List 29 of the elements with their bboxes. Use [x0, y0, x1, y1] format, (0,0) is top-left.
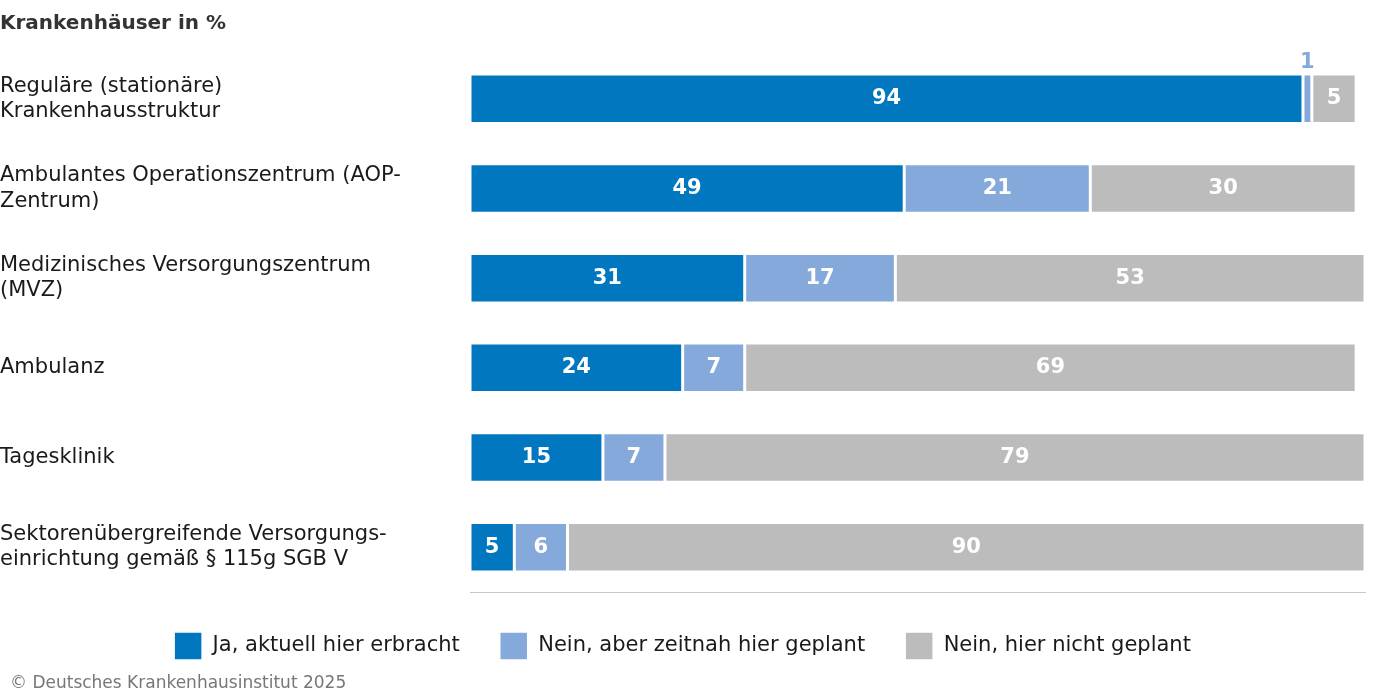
legend-label: Nein, hier nicht geplant — [943, 632, 1191, 657]
data-label: 53 — [1115, 264, 1145, 289]
y-tick-label: Reguläre (stationäre) Krankenhausstruktur — [0, 72, 223, 122]
data-label: 5 — [1326, 85, 1342, 110]
data-label: 5 — [484, 533, 500, 558]
y-tick-label: Ambulanz — [0, 354, 105, 379]
y-tick-label: Sektorenübergreifende Versorgungs-einrichtung gemäß § 115g SGB V — [0, 521, 387, 571]
data-label: 6 — [533, 533, 549, 558]
text: © Deutsches Krankenhausinstitut 2025 — [10, 672, 347, 692]
data-label: 31 — [592, 264, 622, 289]
text: Krankenhäuser in % — [0, 10, 227, 35]
data-label: 30 — [1208, 174, 1238, 199]
legend-label: Nein, aber zeitnah hier geplant — [538, 632, 866, 657]
data-label: 79 — [1000, 443, 1030, 468]
data-label: 7 — [706, 354, 721, 379]
data-label: 15 — [521, 443, 552, 468]
data-label: 49 — [672, 174, 702, 199]
data-label: 69 — [1035, 354, 1066, 379]
data-label: 24 — [561, 354, 591, 379]
data-label: 1 — [1300, 49, 1315, 74]
y-tick-label: Tagesklinik — [0, 443, 116, 468]
y-tick-label: Medizinisches Versorgungszentrum (MVZ) — [0, 252, 371, 302]
data-label: 90 — [951, 533, 981, 558]
data-label: 21 — [982, 174, 1012, 199]
data-label: 17 — [805, 264, 835, 289]
legend-label: Ja, aktuell hier erbracht — [210, 632, 460, 657]
data-label: 94 — [871, 85, 902, 110]
data-label: 7 — [626, 443, 642, 468]
y-tick-label: Ambulantes Operationszentrum (AOP-Zentrum) — [0, 162, 401, 212]
